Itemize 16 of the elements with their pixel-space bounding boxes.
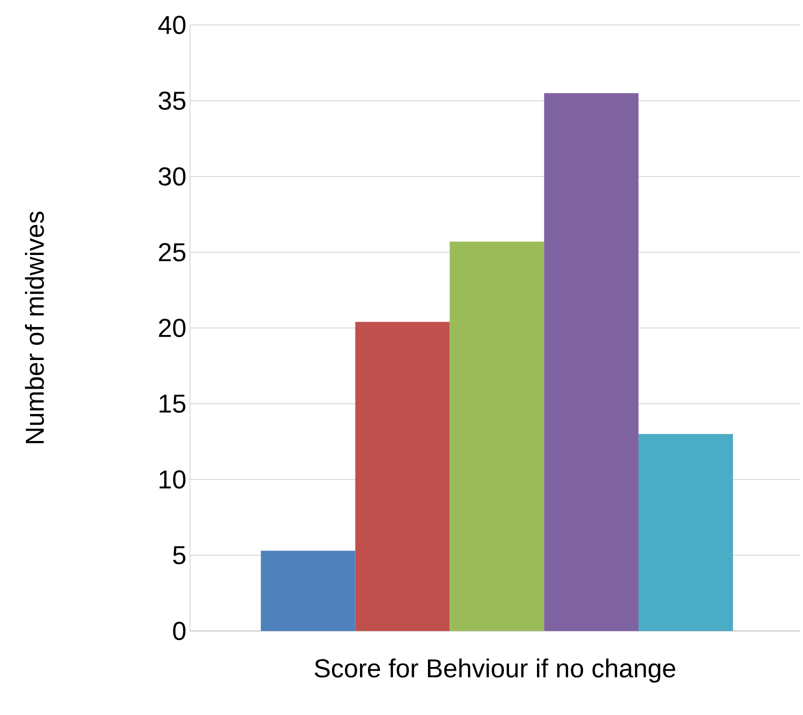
y-tick-label: 25 xyxy=(158,243,186,262)
y-tick-label: 5 xyxy=(173,546,186,564)
y-tick-label: 40 xyxy=(158,16,186,34)
y-tick-label: 0 xyxy=(173,622,186,640)
y-tick-label: 20 xyxy=(158,318,186,338)
bar xyxy=(544,93,639,631)
y-tick-label: 35 xyxy=(158,92,186,110)
x-axis-title: Score for Behviour if no change xyxy=(314,658,676,683)
y-tick-label: 30 xyxy=(158,167,186,186)
bar xyxy=(450,242,544,631)
bar xyxy=(355,322,450,631)
y-tick-label: 15 xyxy=(160,394,186,413)
bar xyxy=(638,434,733,631)
bar xyxy=(260,550,356,631)
y-tick-label: 10 xyxy=(160,470,186,489)
y-axis-title: Number of midwives xyxy=(24,212,44,444)
